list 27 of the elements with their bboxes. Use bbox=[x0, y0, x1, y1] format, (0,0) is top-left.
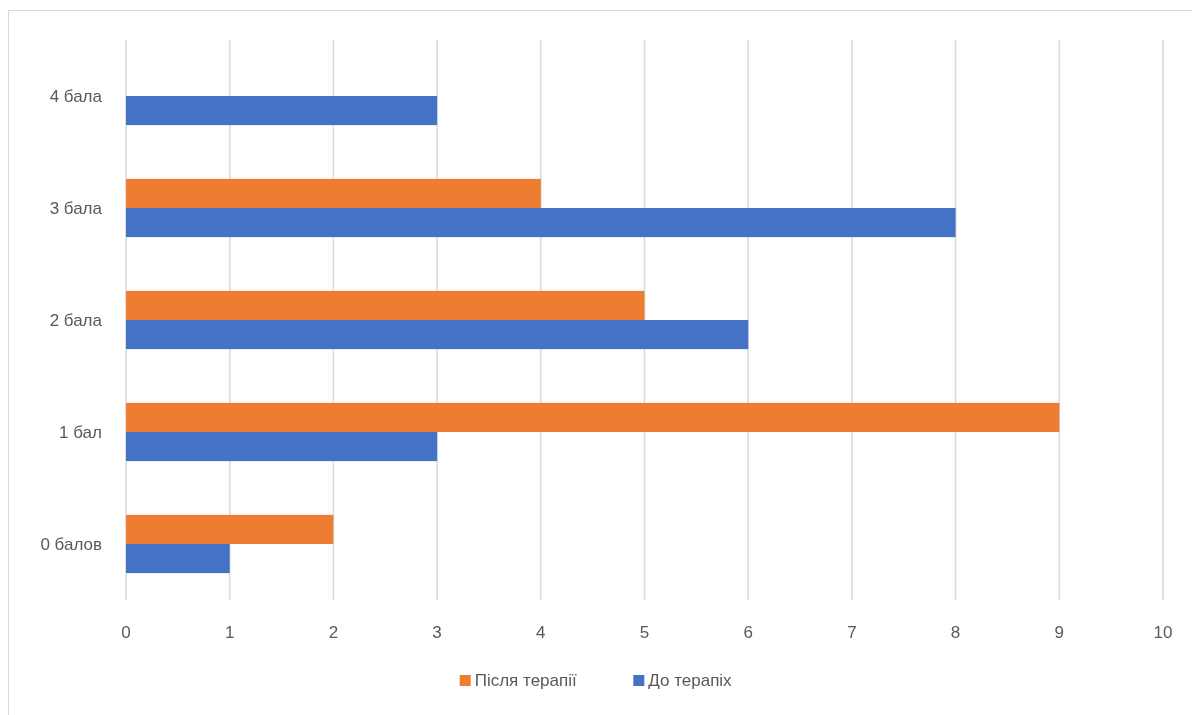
x-tick-label: 3 bbox=[432, 623, 442, 642]
bar bbox=[126, 514, 334, 544]
y-tick-label: 1 бал bbox=[59, 423, 102, 442]
bar bbox=[126, 290, 645, 320]
y-tick-label: 4 бала bbox=[49, 87, 103, 106]
y-tick-label: 3 бала bbox=[49, 199, 103, 218]
x-tick-label: 0 bbox=[121, 623, 131, 642]
x-tick-label: 1 bbox=[224, 623, 235, 642]
x-tick-label: 8 bbox=[950, 623, 961, 642]
bar bbox=[126, 208, 956, 238]
bar bbox=[126, 544, 230, 574]
x-tick-label: 6 bbox=[743, 623, 753, 642]
bar bbox=[126, 320, 749, 350]
legend-label: Після терапії bbox=[474, 671, 577, 690]
bar bbox=[126, 178, 541, 208]
x-tick-label: 7 bbox=[847, 623, 857, 642]
bar bbox=[126, 96, 438, 126]
y-tick-label: 0 балов bbox=[40, 535, 102, 554]
x-tick-label: 2 bbox=[328, 623, 339, 642]
y-tick-label: 2 бала bbox=[49, 311, 103, 330]
bar bbox=[126, 402, 1060, 432]
bar bbox=[126, 432, 438, 462]
legend-label: До терапіх bbox=[648, 671, 733, 690]
x-tick-label: 9 bbox=[1054, 623, 1065, 642]
x-tick-label: 10 bbox=[1153, 623, 1173, 642]
x-tick-label: 5 bbox=[639, 623, 650, 642]
x-tick-label: 4 bbox=[536, 623, 546, 642]
